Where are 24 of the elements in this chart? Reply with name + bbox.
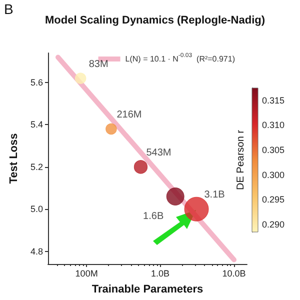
x-tick-label: 10.0B (222, 268, 246, 278)
y-axis-title: Test Loss (8, 133, 20, 184)
annotation: 1.6B (143, 210, 164, 222)
y-tick-label: 5.2 (30, 162, 43, 172)
text: B (4, 1, 14, 17)
color-bar-label: 0.300 (262, 170, 285, 180)
chart-title: Model Scaling Dynamics (Replogle-Nadig) (44, 14, 266, 26)
color-bar-label: 0.305 (262, 145, 285, 156)
color-bar-label: 0.290 (262, 220, 285, 230)
annotation: 216M (116, 109, 142, 120)
annotation: 3.1B (204, 190, 226, 201)
y-tick-label: 5.4 (30, 120, 43, 130)
x-tick-label: 1.0B (151, 268, 170, 278)
y-tick-label: 5.6 (30, 78, 43, 88)
y-tick-label: 5.0 (30, 204, 43, 214)
color-bar-label: 0.315 (262, 95, 285, 106)
annotation: 543M (146, 147, 172, 158)
x-tick-label: 100M (75, 268, 98, 278)
color-bar-label: 0.295 (262, 194, 285, 205)
y-tick-label: 4.8 (30, 246, 43, 256)
annotation: 83M (88, 58, 108, 70)
color-bar-label: 0.310 (262, 120, 285, 130)
color-bar-title: DE Pearson r (236, 129, 246, 190)
x-axis-title: Trainable Parameters (92, 284, 204, 296)
